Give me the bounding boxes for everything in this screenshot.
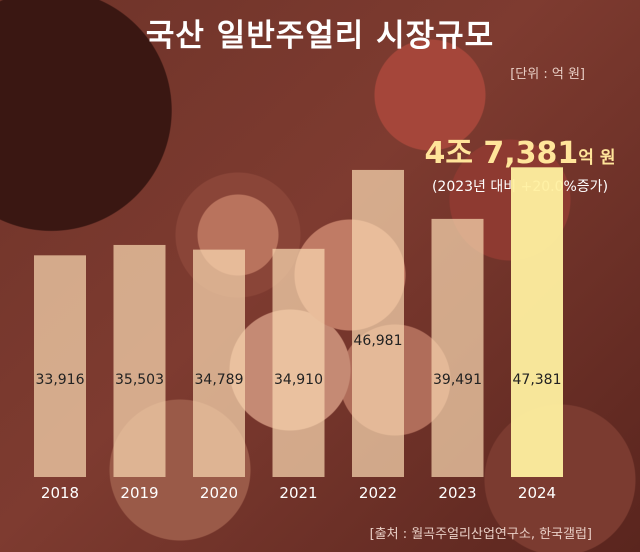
value-label-2022: 46,981 xyxy=(354,333,403,349)
highlight-value-line: 4조 7,381억 원 xyxy=(420,128,620,172)
source-note: [출처 : 월곡주얼리산업연구소, 한국갤럽] xyxy=(369,527,592,542)
value-label-2021: 34,910 xyxy=(274,372,323,388)
bar-2022 xyxy=(352,169,404,477)
unit-note: [단위 : 억 원] xyxy=(510,67,585,82)
x-tick-2022: 2022 xyxy=(359,484,397,502)
x-tick-2018: 2018 xyxy=(41,484,79,502)
x-tick-2023: 2023 xyxy=(438,484,476,502)
x-tick-2019: 2019 xyxy=(120,484,158,502)
bar-2019 xyxy=(113,244,166,477)
x-tick-2020: 2020 xyxy=(200,484,238,502)
value-label-2024: 47,381 xyxy=(513,372,562,388)
bar-2020 xyxy=(193,249,245,477)
x-tick-2024: 2024 xyxy=(518,484,556,502)
x-tick-2021: 2021 xyxy=(279,484,317,502)
highlight-value: 4조 7,381 xyxy=(424,136,579,171)
highlight-unit: 억 원 xyxy=(578,148,616,168)
bar-2021 xyxy=(272,248,325,477)
value-label-2019: 35,503 xyxy=(115,372,164,388)
bar-2023 xyxy=(431,218,484,478)
chart-title: 국산 일반주얼리 시장규모 xyxy=(145,18,495,54)
value-label-2018: 33,916 xyxy=(36,372,85,388)
value-label-2023: 39,491 xyxy=(433,372,482,388)
bar-2018 xyxy=(34,255,86,477)
bar-2024 xyxy=(511,167,563,477)
value-label-2020: 34,789 xyxy=(195,372,244,388)
